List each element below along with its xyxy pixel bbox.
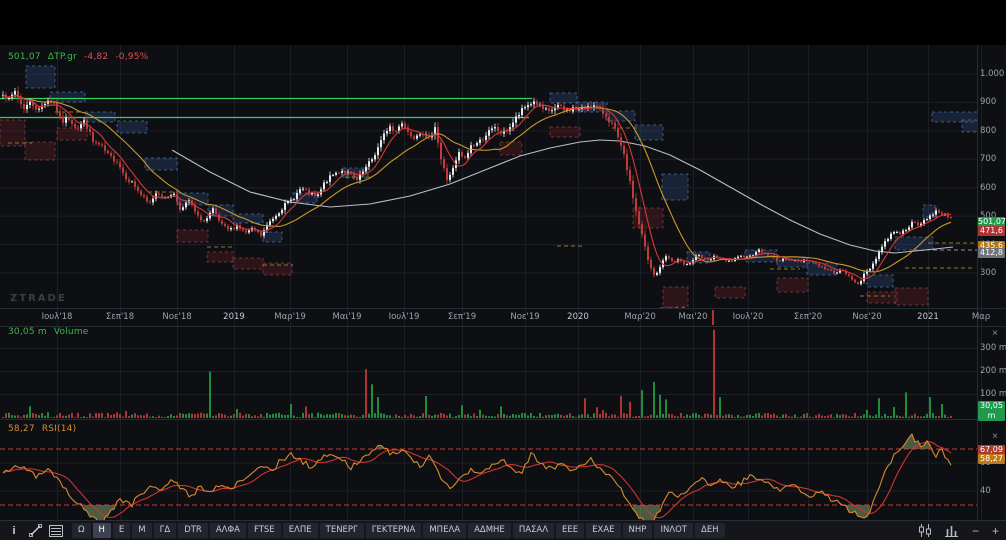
tab-Ω[interactable]: Ω	[72, 523, 91, 538]
tab-ΔΕΗ[interactable]: ΔΕΗ	[695, 523, 725, 538]
zoom-in-button[interactable]: +	[991, 523, 999, 538]
tab-ΕΛΠΕ[interactable]: ΕΛΠΕ	[282, 523, 318, 538]
tab-ΜΠΕΛΑ[interactable]: ΜΠΕΛΑ	[423, 523, 467, 538]
tab-ΝΗΡ[interactable]: ΝΗΡ	[622, 523, 653, 538]
tab-ΕΧΑΕ[interactable]: ΕΧΑΕ	[586, 523, 621, 538]
toolbar-right-controls: − +	[916, 523, 1001, 538]
rsi-pane-close-icon[interactable]: ×	[988, 430, 1002, 442]
tab-ΑΔΜΗΕ[interactable]: ΑΔΜΗΕ	[468, 523, 511, 538]
tab-FTSE[interactable]: FTSE	[247, 523, 281, 538]
info-icon[interactable]: i	[5, 523, 23, 538]
tab-ΤΕΝΕΡΓ[interactable]: ΤΕΝΕΡΓ	[319, 523, 364, 538]
histogram-style-icon[interactable]	[943, 523, 961, 538]
tab-ΙΝΛΟΤ[interactable]: ΙΝΛΟΤ	[654, 523, 693, 538]
zoom-out-button[interactable]: −	[971, 523, 979, 538]
tab-ΕΕΕ[interactable]: ΕΕΕ	[556, 523, 585, 538]
volume-pane-close-icon[interactable]: ×	[988, 327, 1002, 339]
candlestick-style-icon[interactable]	[916, 523, 934, 538]
tab-Ε[interactable]: Ε	[112, 523, 131, 538]
tab-ΓΕΚΤΕΡΝΑ[interactable]: ΓΕΚΤΕΡΝΑ	[365, 523, 422, 538]
tab-ΑΛΦΑ[interactable]: ΑΛΦΑ	[209, 523, 246, 538]
watchlist-icon[interactable]	[47, 523, 65, 538]
tab-ΓΔ[interactable]: ΓΔ	[153, 523, 177, 538]
tab-Η[interactable]: Η	[92, 523, 111, 538]
symbol-tabs: Ω Η Ε Μ ΓΔ DTR ΑΛΦΑ FTSE ΕΛΠΕ ΤΕΝΕΡΓ ΓΕΚΤΕΡΝΑ ΜΠΕΛΑ…	[72, 523, 725, 538]
tab-DTR[interactable]: DTR	[178, 523, 208, 538]
bottom-toolbar: i Ω Η Ε Μ ΓΔ DTR ΑΛΦΑ FTSE ΕΛΠΕ ΤΕΝΕΡΓ ΓΕΚΤΕΡΝΑ ΜΠΕ…	[0, 520, 1006, 540]
tab-Μ[interactable]: Μ	[132, 523, 152, 538]
tab-ΠΑΣΑΛ[interactable]: ΠΑΣΑΛ	[512, 523, 555, 538]
trendline-tool-icon[interactable]	[26, 523, 44, 538]
